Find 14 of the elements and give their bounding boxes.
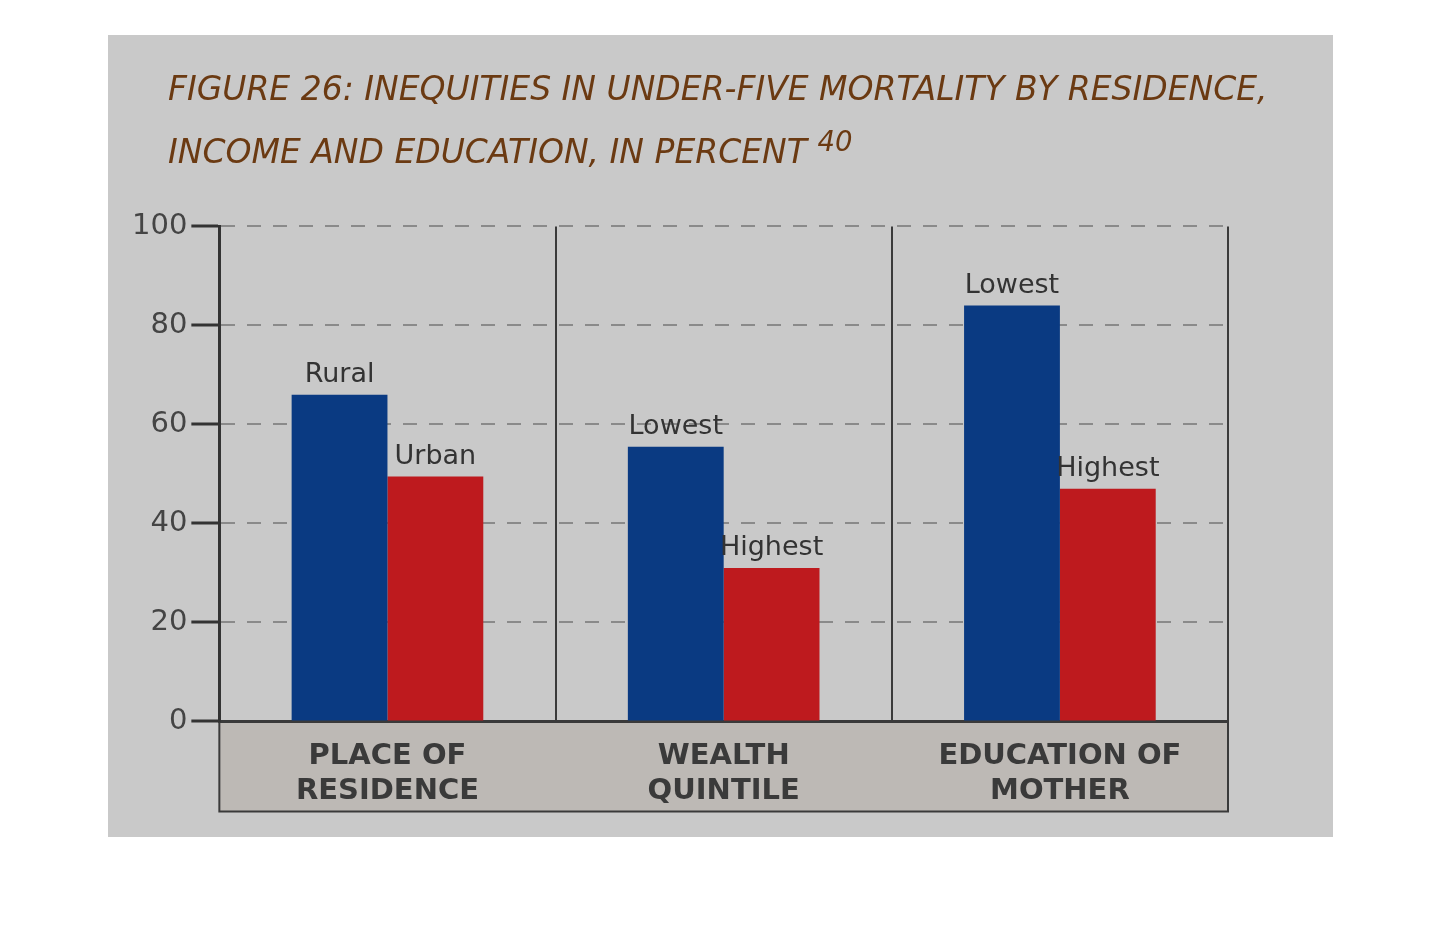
x-tick-label: WEALTH QUINTILE — [647, 737, 800, 807]
y-tick-label: 20 — [150, 602, 188, 637]
annotation: Urban — [394, 438, 477, 470]
y-tick-label: 40 — [150, 503, 188, 538]
y-tick-label: 80 — [150, 305, 188, 340]
y-tick-label: 60 — [150, 404, 188, 439]
x-tick-label: PLACE OF RESIDENCE — [295, 737, 479, 807]
annotation: Rural — [304, 357, 375, 389]
y-tick-label: 100 — [131, 206, 188, 241]
annotation: Lowest — [964, 268, 1060, 300]
chart-title: FIGURE 26: INEQUITIES IN UNDER-FIVE MORTALITY BY RESIDENCE, INCOME AND EDUCATION, IN PERCENT $^{40}$ — [168, 68, 1269, 173]
x-tick-label: EDUCATION OF MOTHER — [938, 737, 1182, 807]
y-tick-label: 0 — [168, 701, 188, 736]
annotation: Lowest — [628, 409, 723, 441]
